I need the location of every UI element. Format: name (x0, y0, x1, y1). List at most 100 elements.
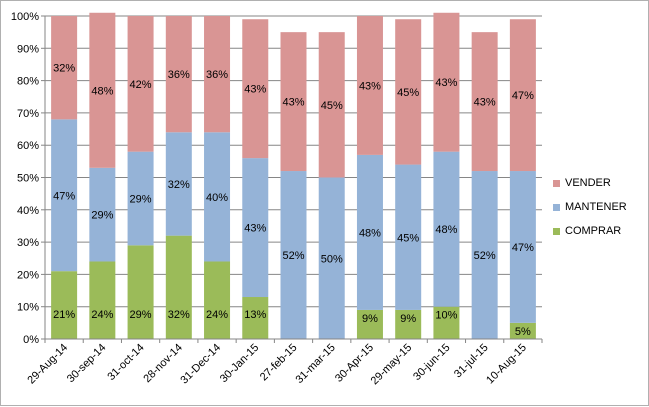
legend-item-mantener: MANTENER (553, 195, 627, 219)
y-tick-label: 100% (11, 11, 39, 23)
y-tick-label: 50% (17, 173, 39, 185)
bar-mantener (242, 158, 269, 298)
y-tick-label: 10% (17, 302, 39, 314)
data-label-comprar: 29% (130, 309, 152, 321)
data-label-vender: 42% (130, 79, 152, 91)
bar-vender (318, 32, 345, 178)
x-tick-label: 30-Jan-15 (218, 342, 262, 386)
data-label-comprar: 5% (515, 326, 531, 338)
x-tick-label: 10-Aug-15 (484, 342, 529, 387)
bar-vender (395, 19, 422, 165)
bar-vender (509, 19, 536, 172)
data-label-vender: 43% (282, 97, 304, 109)
legend-item-vender: VENDER (553, 171, 627, 195)
x-tick-label: 30-sep-14 (65, 342, 109, 386)
bars (51, 12, 536, 339)
data-label-comprar: 9% (362, 313, 378, 325)
data-label-mantener: 45% (397, 232, 419, 244)
data-label-comprar: 21% (53, 309, 75, 321)
bar-vender (433, 12, 460, 152)
y-tick-label: 40% (17, 205, 39, 217)
bar-vender (89, 12, 116, 168)
bar-mantener (51, 119, 78, 272)
bar-vender (242, 19, 269, 159)
data-label-comprar: 32% (168, 309, 190, 321)
data-label-vender: 47% (512, 90, 534, 102)
bar-mantener (433, 151, 460, 307)
data-label-vender: 43% (435, 77, 457, 89)
bar-mantener (165, 132, 192, 236)
bar-mantener (509, 171, 536, 323)
legend-label-comprar: COMPRAR (565, 225, 622, 237)
data-label-vender: 36% (168, 69, 190, 81)
data-labels: 21% 47% 32% 24% 29% 48% 29% 29% 42% 32% 32% 36% 24% 4… (53, 63, 534, 338)
data-label-vender: 45% (397, 87, 419, 99)
bar-comprar (89, 261, 116, 339)
data-label-mantener: 48% (359, 227, 381, 239)
axes (41, 15, 543, 343)
x-tick-label: 31-jul-15 (452, 342, 491, 381)
x-tick-label: 29-may-15 (369, 342, 415, 388)
y-axis-tick-labels: 0% 10% 20% 30% 40% 50% 60% 70% 80% 90% 100% (11, 11, 39, 346)
legend-item-comprar: COMPRAR (553, 219, 627, 243)
x-tick-label: 31-mar-15 (293, 342, 337, 386)
legend-label-mantener: MANTENER (565, 201, 627, 213)
bar-mantener (89, 167, 116, 262)
data-label-mantener: 47% (512, 242, 534, 254)
bar-comprar (395, 309, 422, 339)
data-label-comprar: 13% (244, 309, 266, 321)
bar-mantener (280, 171, 307, 339)
bar-mantener (395, 164, 422, 310)
bar-mantener (204, 132, 231, 262)
data-label-vender: 43% (244, 84, 266, 96)
x-tick-label: 31-Dec-14 (178, 342, 223, 387)
data-label-mantener: 50% (321, 253, 343, 265)
data-label-vender: 36% (206, 69, 228, 81)
y-tick-label: 60% (17, 140, 39, 152)
y-tick-label: 80% (17, 76, 39, 88)
data-label-mantener: 40% (206, 192, 228, 204)
bar-vender (51, 16, 78, 120)
bar-comprar (204, 261, 231, 339)
bar-vender (471, 32, 498, 172)
bar-mantener (127, 151, 154, 246)
bar-comprar (51, 271, 78, 339)
data-label-mantener: 43% (244, 223, 266, 235)
data-label-mantener: 32% (168, 179, 190, 191)
bar-comprar (127, 245, 154, 339)
data-label-comprar: 24% (91, 309, 113, 321)
bar-comprar (165, 235, 192, 339)
data-label-comprar: 10% (435, 310, 457, 322)
legend-swatch-comprar (553, 227, 560, 235)
data-label-comprar: 9% (400, 313, 416, 325)
y-tick-label: 0% (23, 334, 39, 346)
bar-vender (356, 16, 383, 155)
bar-vender (127, 16, 154, 152)
bar-vender (280, 32, 307, 172)
data-label-mantener: 29% (91, 210, 113, 222)
data-label-mantener: 52% (282, 250, 304, 262)
bar-vender (165, 16, 192, 133)
y-tick-label: 20% (17, 269, 39, 281)
bar-mantener (318, 177, 345, 339)
data-label-vender: 32% (53, 63, 75, 75)
y-tick-label: 90% (17, 43, 39, 55)
legend-label-vender: VENDER (565, 177, 611, 189)
legend-swatch-vender (553, 179, 560, 187)
bar-comprar (509, 322, 536, 339)
bar-mantener (471, 171, 498, 339)
x-tick-label: 30-jun-15 (411, 342, 452, 383)
data-label-mantener: 29% (130, 193, 152, 205)
y-tick-label: 30% (17, 237, 39, 249)
data-label-mantener: 47% (53, 190, 75, 202)
bar-mantener (356, 154, 383, 310)
data-label-vender: 45% (321, 100, 343, 112)
bar-comprar (242, 297, 269, 339)
data-label-vender: 43% (474, 97, 496, 109)
data-label-mantener: 48% (435, 224, 457, 236)
y-tick-label: 70% (17, 108, 39, 120)
bar-comprar (356, 309, 383, 339)
data-label-vender: 48% (91, 85, 113, 97)
